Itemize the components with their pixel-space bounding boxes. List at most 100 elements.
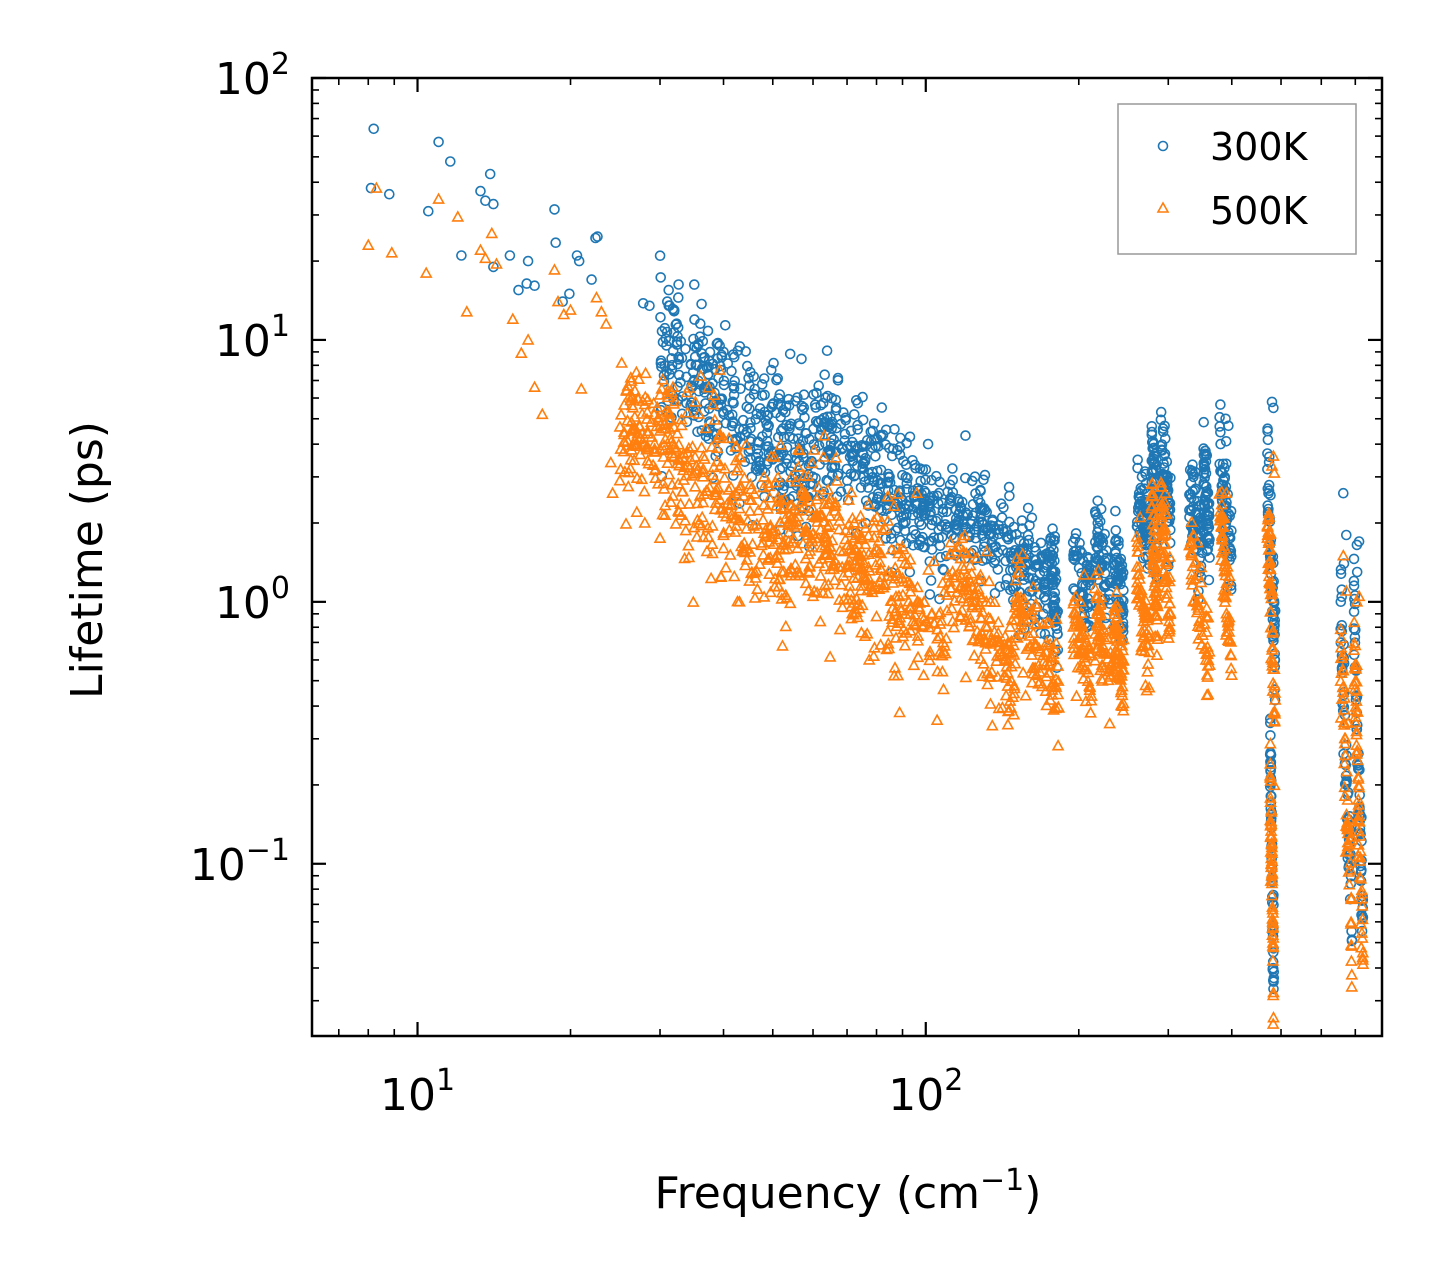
data-point-500k bbox=[1266, 662, 1280, 674]
data-point-300k bbox=[839, 428, 851, 440]
data-point-500k bbox=[984, 595, 997, 607]
data-point-500k bbox=[837, 592, 851, 604]
data-point-500k bbox=[1215, 528, 1229, 540]
data-point-500k bbox=[757, 498, 771, 510]
data-point-300k bbox=[1023, 534, 1035, 546]
data-point-300k bbox=[655, 311, 666, 323]
data-point-300k bbox=[1158, 450, 1170, 462]
data-point-500k bbox=[979, 619, 992, 631]
data-point-500k bbox=[419, 266, 433, 278]
data-point-500k bbox=[621, 414, 634, 426]
data-point-300k bbox=[1002, 533, 1014, 545]
data-point-500k bbox=[757, 470, 771, 482]
data-point-500k bbox=[1348, 638, 1362, 651]
data-point-500k bbox=[805, 456, 819, 469]
data-point-500k bbox=[674, 497, 687, 509]
data-point-500k bbox=[613, 420, 627, 432]
data-point-500k bbox=[817, 515, 830, 527]
data-point-500k bbox=[1348, 682, 1362, 695]
data-point-500k bbox=[1046, 647, 1060, 659]
data-point-500k bbox=[623, 388, 637, 400]
data-point-500k bbox=[724, 480, 738, 493]
data-point-300k bbox=[1148, 457, 1160, 468]
data-point-300k bbox=[728, 351, 740, 363]
data-point-500k bbox=[1340, 764, 1354, 777]
data-point-500k bbox=[842, 517, 856, 530]
data-point-500k bbox=[802, 566, 816, 578]
data-point-500k bbox=[891, 487, 905, 499]
data-point-300k bbox=[1262, 483, 1274, 494]
data-point-500k bbox=[844, 485, 858, 498]
data-point-500k bbox=[801, 469, 815, 482]
data-point-500k bbox=[1148, 599, 1162, 611]
data-point-500k bbox=[1039, 669, 1053, 682]
data-point-500k bbox=[885, 542, 898, 555]
data-point-300k bbox=[832, 372, 844, 384]
data-point-500k bbox=[850, 592, 864, 604]
data-point-300k bbox=[1110, 505, 1121, 517]
data-point-500k bbox=[783, 596, 797, 609]
tick-labels: 101 102 10−1 100 101 102 bbox=[190, 47, 964, 1121]
data-point-500k bbox=[727, 569, 741, 582]
data-point-300k bbox=[821, 420, 833, 432]
data-point-500k bbox=[1043, 666, 1057, 678]
data-point-500k bbox=[1266, 954, 1280, 966]
data-point-300k bbox=[1024, 572, 1035, 584]
data-point-300k bbox=[920, 474, 931, 486]
data-point-300k bbox=[661, 296, 673, 307]
data-point-500k bbox=[828, 498, 842, 510]
data-point-500k bbox=[1025, 648, 1039, 660]
data-point-500k bbox=[1352, 824, 1366, 837]
data-point-300k bbox=[1351, 691, 1363, 703]
data-point-500k bbox=[817, 429, 831, 441]
data-point-500k bbox=[728, 511, 742, 524]
data-point-300k bbox=[830, 446, 842, 458]
data-point-500k bbox=[913, 602, 926, 615]
data-point-500k bbox=[745, 565, 759, 578]
data-point-300k bbox=[796, 353, 807, 365]
data-point-300k bbox=[1024, 520, 1035, 531]
data-point-500k bbox=[676, 484, 690, 497]
data-point-300k bbox=[661, 366, 672, 377]
data-point-500k bbox=[1265, 591, 1278, 604]
data-point-500k bbox=[1339, 584, 1353, 596]
data-point-500k bbox=[739, 438, 753, 450]
data-point-300k bbox=[941, 521, 953, 533]
data-point-300k bbox=[727, 417, 739, 429]
data-point-500k bbox=[1093, 598, 1107, 610]
data-point-500k bbox=[692, 407, 706, 419]
data-point-300k bbox=[1354, 789, 1365, 801]
data-point-500k bbox=[1352, 809, 1366, 821]
data-point-500k bbox=[799, 551, 813, 564]
data-point-300k bbox=[1074, 537, 1085, 549]
data-point-500k bbox=[1353, 854, 1366, 866]
data-point-500k bbox=[667, 449, 681, 461]
data-point-500k bbox=[1216, 511, 1230, 523]
data-point-300k bbox=[1199, 494, 1210, 506]
data-point-500k bbox=[1151, 632, 1164, 644]
data-point-500k bbox=[1190, 587, 1204, 599]
data-point-500k bbox=[1132, 583, 1145, 595]
data-point-500k bbox=[888, 661, 902, 673]
data-point-500k bbox=[787, 502, 801, 514]
data-point-300k bbox=[734, 424, 745, 435]
data-point-300k bbox=[1005, 546, 1017, 558]
data-point-500k bbox=[879, 521, 892, 534]
data-point-300k bbox=[871, 493, 883, 505]
data-point-500k bbox=[1160, 591, 1174, 603]
data-point-500k bbox=[656, 507, 669, 520]
data-point-500k bbox=[1115, 639, 1129, 651]
data-point-500k bbox=[1051, 659, 1065, 671]
data-point-300k bbox=[1225, 505, 1237, 517]
data-point-300k bbox=[772, 431, 784, 443]
data-point-500k bbox=[1261, 520, 1275, 532]
data-point-500k bbox=[1084, 706, 1097, 718]
data-point-300k bbox=[893, 486, 905, 498]
data-point-500k bbox=[911, 634, 925, 646]
data-point-500k bbox=[1265, 803, 1278, 816]
data-point-500k bbox=[1200, 601, 1214, 613]
data-point-500k bbox=[976, 669, 989, 682]
data-point-300k bbox=[897, 517, 909, 529]
data-point-300k bbox=[1047, 599, 1058, 611]
data-point-300k bbox=[754, 403, 766, 414]
